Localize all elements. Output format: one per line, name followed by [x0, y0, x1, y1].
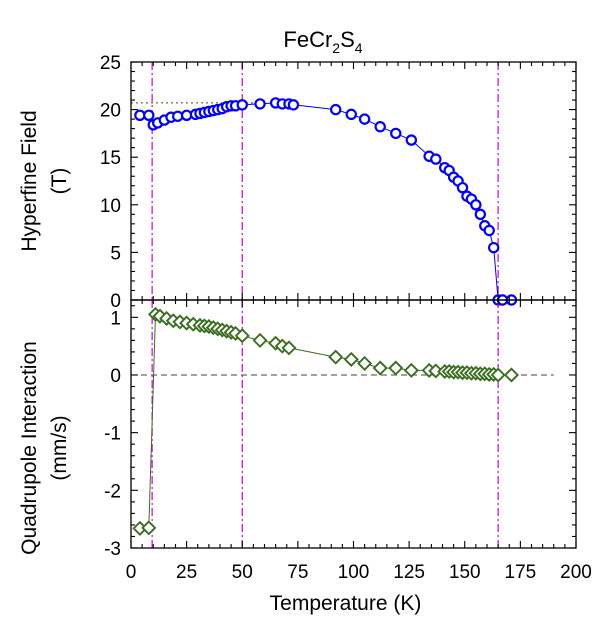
bottom-y-tick-label: -2	[104, 481, 121, 502]
bottom-y-tick-label: -3	[104, 539, 121, 560]
x-tick-label: 125	[393, 562, 425, 583]
data-point-circle	[456, 181, 469, 194]
data-point-circle	[236, 99, 248, 111]
data-point-diamond	[234, 328, 250, 344]
data-point-diamond	[252, 332, 268, 348]
bottom-plot-frame	[130, 299, 577, 549]
data-point-circle	[430, 153, 442, 165]
bottom-y-tick-label: -1	[104, 424, 121, 445]
data-point-circle	[374, 121, 386, 133]
bottom-y-axis-unit: (mm/s)	[48, 415, 71, 480]
bottom-series-line	[139, 313, 512, 529]
data-point-circle	[487, 241, 500, 254]
data-point-diamond	[328, 349, 344, 365]
quadrupole-interaction-panel: -3 -2 -1 0 1 0 25 50 75 100 125 150 175 200	[104, 299, 592, 583]
data-point-circle	[330, 103, 342, 116]
chart-title: FeCr2S4	[283, 27, 362, 56]
x-tick-label: 25	[176, 562, 197, 583]
data-point-circle	[254, 98, 266, 110]
top-y-tick-label: 15	[100, 148, 121, 169]
x-tick-label: 0	[126, 562, 137, 583]
top-y-tick-label: 25	[100, 53, 121, 74]
data-point-diamond	[357, 355, 373, 371]
x-tick-label: 100	[338, 562, 370, 583]
data-point-circle	[390, 127, 402, 140]
data-point-circle	[172, 110, 184, 122]
top-plot-frame	[130, 61, 577, 301]
top-y-tick-label: 10	[100, 196, 121, 217]
data-point-circle	[474, 208, 487, 221]
hyperfine-field-panel: 0 5 10 15 20 25	[100, 53, 577, 312]
top-y-axis-unit: (T)	[48, 168, 71, 195]
top-y-axis-label: Hyperfine Field	[18, 110, 41, 251]
data-point-diamond	[141, 520, 157, 536]
x-tick-label: 75	[287, 562, 308, 583]
x-tick-label: 50	[232, 562, 253, 583]
x-tick-label: 150	[449, 562, 481, 583]
data-point-circle	[470, 199, 482, 211]
bottom-y-tick-label: 1	[110, 308, 121, 329]
data-point-circle	[483, 224, 495, 237]
data-point-diamond	[490, 367, 506, 383]
data-point-circle	[405, 134, 418, 146]
data-point-circle	[345, 108, 357, 121]
data-point-diamond	[281, 340, 297, 356]
data-point-circle	[358, 113, 371, 125]
data-point-circle	[180, 109, 193, 122]
data-point-circle	[287, 99, 300, 111]
data-point-diamond	[343, 351, 359, 367]
x-tick-label: 200	[560, 562, 592, 583]
x-axis-label: Temperature (K)	[270, 592, 422, 615]
data-point-diamond	[388, 360, 404, 376]
data-point-circle	[143, 109, 155, 122]
bottom-y-axis-label: Quadrupole Interaction	[18, 341, 41, 555]
data-point-diamond	[372, 360, 388, 376]
top-y-tick-label: 0	[110, 291, 121, 312]
data-point-diamond	[503, 367, 520, 383]
top-series-line	[139, 102, 512, 301]
data-point-diamond	[403, 362, 419, 378]
top-y-tick-label: 5	[110, 243, 121, 264]
top-y-tick-label: 20	[100, 101, 121, 122]
x-tick-label: 175	[505, 562, 537, 583]
bottom-y-tick-label: 0	[110, 366, 121, 387]
